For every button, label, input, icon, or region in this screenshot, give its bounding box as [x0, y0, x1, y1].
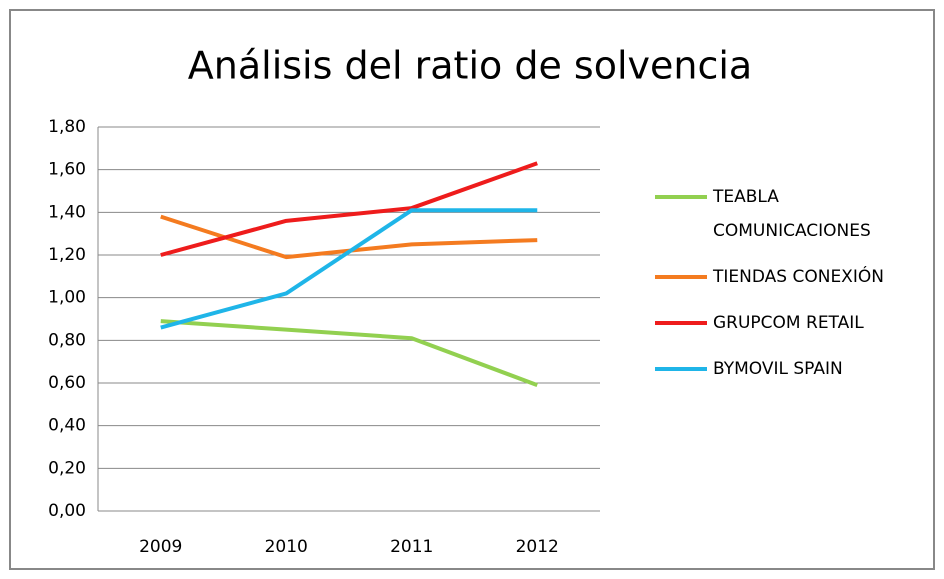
legend-label: BYMOVIL SPAIN — [713, 359, 843, 379]
legend-entry: TEABLA COMUNICACIONES — [655, 180, 935, 248]
x-tick-label: 2011 — [390, 537, 433, 557]
series-line — [160, 161, 538, 257]
legend-swatch — [655, 275, 707, 279]
legend-label: GRUPCOM RETAIL — [713, 313, 864, 333]
y-tick-label: 0,60 — [48, 373, 86, 393]
y-tick-label: 1,40 — [48, 202, 86, 222]
legend-label: TEABLA COMUNICACIONES — [713, 187, 871, 241]
series-line — [160, 208, 538, 330]
y-tick-label: 1,20 — [48, 245, 86, 265]
legend-entry: GRUPCOM RETAIL — [655, 306, 935, 340]
x-tick-label: 2009 — [139, 537, 182, 557]
y-tick-label: 0,40 — [48, 416, 86, 436]
legend-swatch — [655, 195, 707, 199]
legend-swatch — [655, 321, 707, 325]
legend-entry: BYMOVIL SPAIN — [655, 352, 935, 386]
x-tick-label: 2012 — [516, 537, 559, 557]
x-tick-label: 2010 — [265, 537, 308, 557]
legend-entry: TIENDAS CONEXIÓN — [655, 260, 935, 294]
series-line — [160, 319, 538, 388]
y-tick-label: 0,00 — [48, 501, 86, 521]
chart-border — [9, 9, 935, 570]
legend-label: TIENDAS CONEXIÓN — [713, 267, 884, 287]
y-tick-label: 1,00 — [48, 288, 86, 308]
y-tick-label: 1,60 — [48, 160, 86, 180]
legend-swatch — [655, 367, 707, 371]
y-tick-label: 0,80 — [48, 330, 86, 350]
chart-title: Análisis del ratio de solvencia — [188, 44, 752, 88]
y-tick-label: 1,80 — [48, 117, 86, 137]
legend: TEABLA COMUNICACIONES TIENDAS CONEXIÓN GRU… — [655, 180, 935, 398]
y-tick-label: 0,20 — [48, 458, 86, 478]
